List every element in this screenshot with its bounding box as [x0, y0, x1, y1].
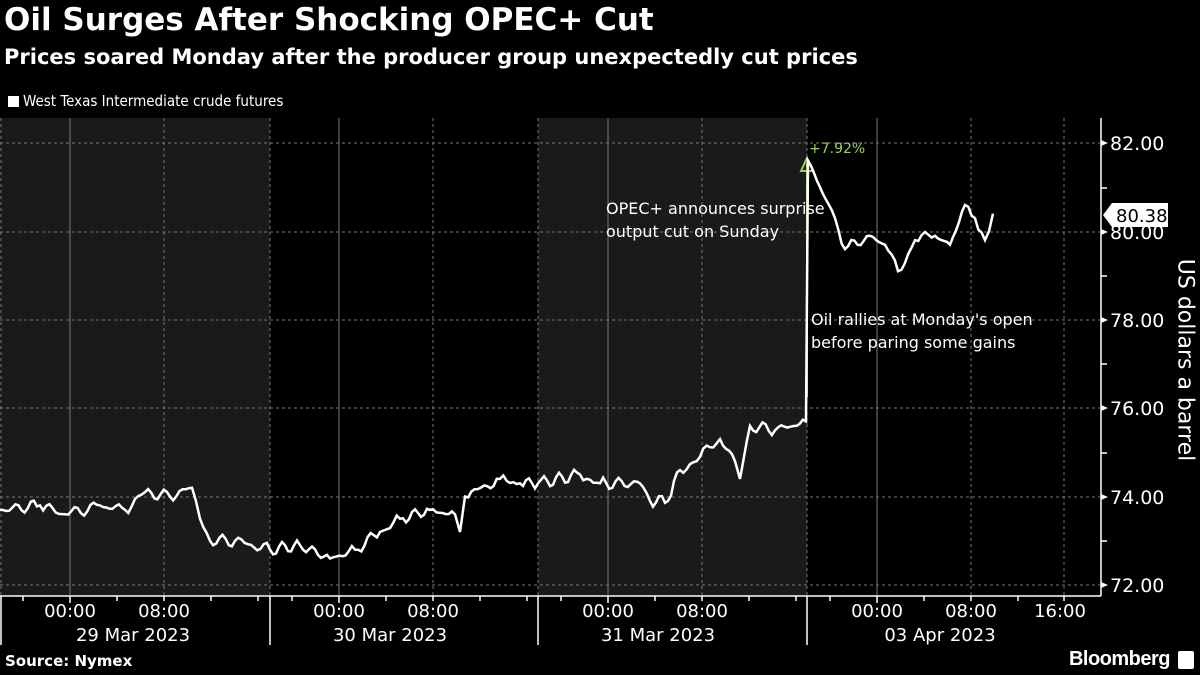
last-price-tag: 80.38	[1103, 203, 1168, 227]
svg-text:76.00: 76.00	[1110, 398, 1164, 420]
svg-text:72.00: 72.00	[1110, 575, 1164, 597]
y-axis	[0, 118, 1107, 597]
chart-title: Oil Surges After Shocking OPEC+ Cut	[4, 2, 654, 38]
svg-text:00:00: 00:00	[851, 601, 903, 622]
legend: West Texas Intermediate crude futures	[8, 92, 283, 110]
y-tick-labels: 82.00 80.00 78.00 76.00 74.00 72.00	[1110, 133, 1164, 597]
band-31-mar	[538, 118, 807, 595]
bloomberg-chart-icon	[1178, 651, 1194, 669]
svg-text:78.00: 78.00	[1110, 310, 1164, 332]
svg-text:00:00: 00:00	[44, 601, 96, 622]
svg-text:16:00: 16:00	[1034, 601, 1086, 622]
svg-text:00:00: 00:00	[313, 601, 365, 622]
svg-text:74.00: 74.00	[1110, 487, 1164, 509]
percent-change-label: +7.92%	[809, 141, 865, 157]
y-axis-label: US dollars a barrel	[1172, 258, 1198, 462]
legend-swatch-icon	[8, 95, 19, 107]
svg-text:80.38: 80.38	[1116, 206, 1168, 227]
chart-subtitle: Prices soared Monday after the producer …	[4, 45, 858, 69]
svg-text:00:00: 00:00	[582, 601, 634, 622]
x-date-labels: 29 Mar 2023 30 Mar 2023 31 Mar 2023 03 A…	[76, 625, 996, 646]
band-29-mar	[0, 118, 270, 595]
rally-annotation: Oil rallies at Monday's open before pari…	[811, 310, 1033, 352]
svg-text:29 Mar 2023: 29 Mar 2023	[76, 625, 190, 646]
x-time-labels: 00:00 08:00 00:00 08:00 00:00 08:00 00:0…	[44, 601, 1086, 622]
x-axis-ticks	[0, 596, 1065, 645]
svg-text:82.00: 82.00	[1110, 133, 1164, 155]
svg-text:08:00: 08:00	[138, 601, 190, 622]
svg-text:80.00: 80.00	[1110, 222, 1164, 244]
svg-text:03 Apr 2023: 03 Apr 2023	[884, 625, 995, 646]
svg-text:31 Mar 2023: 31 Mar 2023	[601, 625, 715, 646]
y-tick-markers	[1101, 140, 1108, 588]
vertical-gridlines	[69, 118, 878, 595]
svg-text:08:00: 08:00	[676, 601, 728, 622]
svg-text:08:00: 08:00	[945, 601, 997, 622]
svg-text:30 Mar 2023: 30 Mar 2023	[333, 625, 447, 646]
opec-annotation: OPEC+ announces surprise output cut on S…	[606, 199, 825, 241]
svg-text:08:00: 08:00	[407, 601, 459, 622]
bloomberg-logo: Bloomberg	[1068, 648, 1171, 670]
price-line	[0, 156, 995, 560]
legend-label: West Texas Intermediate crude futures	[23, 92, 284, 110]
source-note: Source: Nymex	[5, 652, 133, 670]
